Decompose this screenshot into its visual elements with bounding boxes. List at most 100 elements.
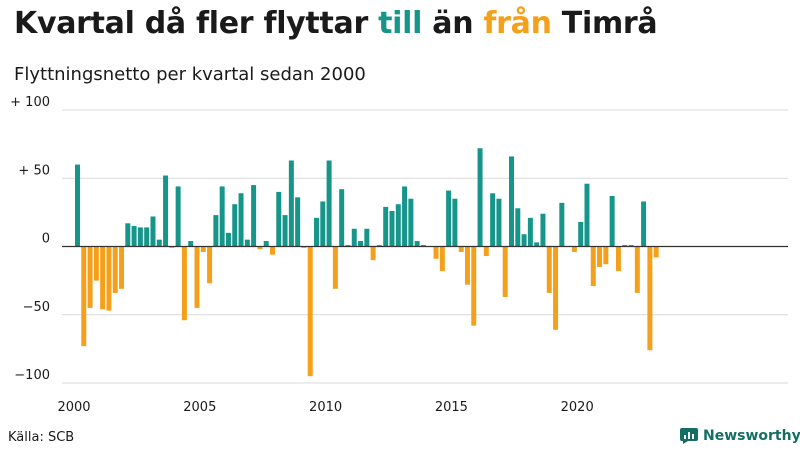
bar — [112, 246, 118, 293]
bar — [647, 246, 653, 351]
bars — [75, 148, 659, 377]
bar — [175, 186, 181, 247]
bar — [540, 213, 546, 247]
bar — [232, 204, 238, 247]
bar-chart: + 100 + 50 0 −50 −100 2000 2005 2010 2015 2020 — [10, 95, 788, 415]
bar — [307, 246, 313, 377]
bar — [358, 241, 364, 247]
source-note: Källa: SCB — [8, 430, 75, 445]
bar — [615, 246, 621, 272]
bar — [515, 208, 521, 247]
bar — [376, 245, 382, 247]
bar — [534, 242, 540, 247]
y-tick-label: −100 — [14, 368, 50, 383]
bar — [282, 215, 288, 247]
bar — [288, 160, 294, 247]
bar — [219, 186, 225, 247]
bar — [257, 246, 263, 250]
bar — [395, 204, 401, 247]
x-tick-label: 2020 — [561, 400, 594, 415]
bar — [389, 211, 395, 247]
bar — [364, 228, 370, 247]
bar — [263, 241, 269, 247]
bar — [408, 198, 414, 247]
bar — [156, 239, 162, 247]
title-part-3: Timrå — [551, 6, 658, 41]
bar — [137, 227, 143, 247]
bar — [106, 246, 112, 311]
bar — [75, 164, 80, 247]
bar — [150, 216, 156, 247]
bar — [326, 160, 332, 247]
bar — [603, 246, 609, 265]
bar — [597, 246, 603, 267]
bar — [181, 246, 187, 321]
bar — [578, 221, 584, 247]
bar — [446, 190, 452, 247]
bar — [502, 246, 508, 297]
bar — [464, 246, 470, 285]
bar — [452, 198, 458, 247]
bar — [119, 246, 125, 289]
x-axis-labels: 2000 2005 2010 2015 2020 — [57, 400, 593, 415]
bar — [383, 206, 389, 247]
bar — [521, 234, 527, 247]
bar — [546, 246, 552, 293]
bar — [477, 148, 483, 247]
bar — [320, 201, 326, 247]
bar — [370, 246, 376, 261]
title-part-2: än — [422, 6, 484, 41]
bar — [402, 186, 408, 247]
bar — [420, 245, 426, 247]
bar — [81, 246, 87, 347]
bar — [653, 246, 659, 258]
bar — [225, 232, 231, 247]
y-axis-labels: + 100 + 50 0 −50 −100 — [10, 95, 50, 383]
bar — [490, 193, 496, 247]
bar — [634, 246, 640, 293]
bar — [351, 228, 357, 247]
bar — [609, 195, 615, 247]
brand-name: Newsworthy — [703, 428, 800, 444]
bar — [483, 246, 489, 257]
bar — [439, 246, 445, 272]
title-negative-word: från — [483, 6, 552, 41]
bar — [414, 241, 420, 247]
x-tick-label: 2015 — [435, 400, 468, 415]
bar — [641, 201, 647, 247]
bar — [339, 189, 345, 247]
y-tick-label: 0 — [42, 232, 50, 247]
bar — [571, 246, 577, 252]
bar — [628, 245, 634, 247]
chart-title: Kvartal då fler flyttar till än från Tim… — [14, 6, 658, 41]
bar — [332, 246, 338, 289]
bar — [169, 246, 175, 248]
y-tick-label: −50 — [23, 300, 50, 315]
bar — [188, 241, 194, 247]
bar — [433, 246, 439, 259]
bar — [163, 175, 169, 247]
bar — [590, 246, 596, 287]
bar — [125, 223, 131, 247]
bar — [471, 246, 477, 326]
y-tick-label: + 100 — [10, 95, 50, 110]
bar — [458, 246, 464, 252]
title-positive-word: till — [378, 6, 423, 41]
bar — [144, 227, 150, 247]
bar — [559, 202, 565, 247]
bar — [527, 217, 533, 247]
bar — [496, 198, 502, 247]
bar — [213, 215, 219, 247]
bar — [251, 185, 257, 247]
bar — [301, 246, 307, 248]
x-tick-label: 2010 — [309, 400, 342, 415]
x-tick-label: 2000 — [57, 400, 90, 415]
bar — [93, 246, 99, 281]
bar — [100, 246, 106, 310]
bar — [244, 239, 250, 247]
bar — [509, 156, 514, 247]
chart-bubble-icon — [680, 428, 698, 444]
x-tick-label: 2005 — [183, 400, 216, 415]
bar — [553, 246, 559, 330]
bar — [345, 245, 351, 247]
